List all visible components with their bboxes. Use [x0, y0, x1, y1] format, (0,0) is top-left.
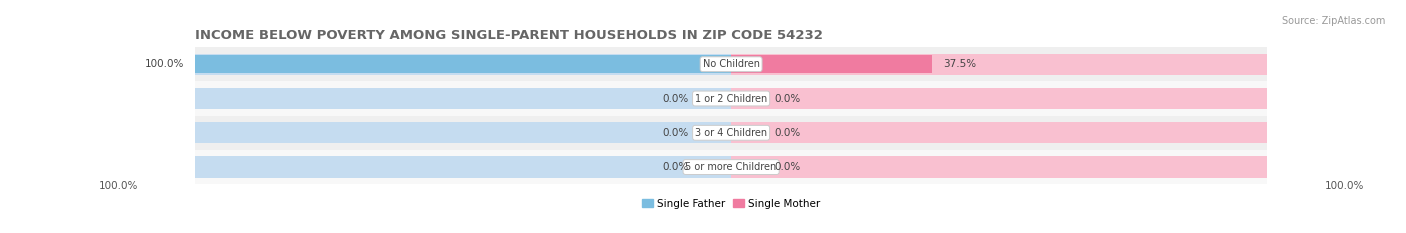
Text: 0.0%: 0.0%: [775, 162, 800, 172]
Bar: [195, 88, 731, 109]
Text: 3 or 4 Children: 3 or 4 Children: [695, 128, 768, 138]
Legend: Single Father, Single Mother: Single Father, Single Mother: [638, 194, 824, 213]
Bar: [195, 55, 731, 73]
Bar: [195, 47, 1267, 81]
Text: 37.5%: 37.5%: [943, 59, 976, 69]
Text: 0.0%: 0.0%: [775, 128, 800, 138]
Bar: [731, 156, 1267, 178]
Bar: [731, 55, 932, 73]
Bar: [195, 156, 731, 178]
Text: 0.0%: 0.0%: [662, 93, 688, 103]
Bar: [195, 81, 1267, 116]
Text: No Children: No Children: [703, 59, 759, 69]
Bar: [195, 54, 731, 75]
Text: INCOME BELOW POVERTY AMONG SINGLE-PARENT HOUSEHOLDS IN ZIP CODE 54232: INCOME BELOW POVERTY AMONG SINGLE-PARENT…: [195, 29, 823, 42]
Text: 5 or more Children: 5 or more Children: [686, 162, 776, 172]
Text: 0.0%: 0.0%: [775, 93, 800, 103]
Text: 100.0%: 100.0%: [98, 181, 138, 191]
Bar: [731, 122, 1267, 143]
Bar: [195, 150, 1267, 184]
Text: 100.0%: 100.0%: [1324, 181, 1364, 191]
Text: 100.0%: 100.0%: [145, 59, 184, 69]
Text: 0.0%: 0.0%: [662, 162, 688, 172]
Text: Source: ZipAtlas.com: Source: ZipAtlas.com: [1281, 16, 1385, 26]
Bar: [731, 54, 1267, 75]
Text: 1 or 2 Children: 1 or 2 Children: [695, 93, 768, 103]
Text: 0.0%: 0.0%: [662, 128, 688, 138]
Bar: [195, 122, 731, 143]
Bar: [731, 88, 1267, 109]
Bar: [195, 116, 1267, 150]
